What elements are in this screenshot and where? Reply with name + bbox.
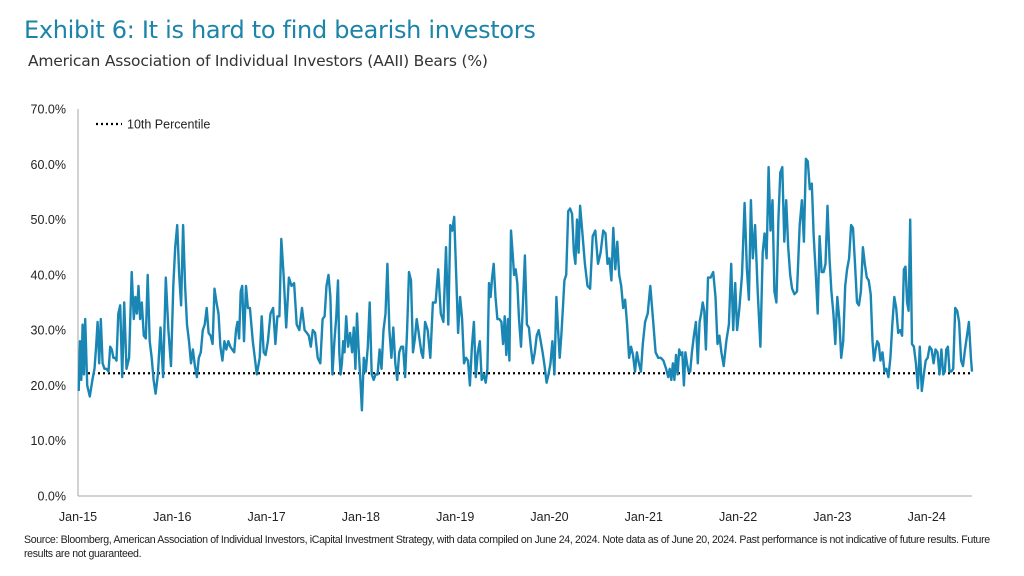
- x-tick-label: Jan-24: [908, 510, 946, 524]
- y-tick-label: 0.0%: [38, 490, 67, 504]
- y-tick-label: 20.0%: [31, 379, 66, 393]
- x-tick-label: Jan-22: [719, 510, 757, 524]
- y-tick-label: 70.0%: [31, 103, 66, 117]
- legend: 10th Percentile: [96, 118, 210, 132]
- x-tick-label: Jan-17: [247, 510, 285, 524]
- y-tick-label: 30.0%: [31, 324, 66, 338]
- x-tick-label: Jan-20: [530, 510, 568, 524]
- legend-label: 10th Percentile: [127, 118, 210, 132]
- chart-title: Exhibit 6: It is hard to find bearish in…: [24, 16, 536, 44]
- y-tick-label: 50.0%: [31, 213, 66, 227]
- x-tick-label: Jan-15: [59, 510, 97, 524]
- x-tick-label: Jan-19: [436, 510, 474, 524]
- y-tick-label: 60.0%: [31, 158, 66, 172]
- chart-subtitle: American Association of Individual Inves…: [28, 52, 488, 70]
- x-tick-label: Jan-16: [153, 510, 191, 524]
- x-tick-label: Jan-21: [625, 510, 663, 524]
- source-footnote: Source: Bloomberg, American Association …: [24, 534, 990, 560]
- y-tick-label: 40.0%: [31, 268, 66, 282]
- y-tick-label: 10.0%: [31, 434, 66, 448]
- y-axis: 0.0% 10.0% 20.0% 30.0% 40.0% 50.0% 60.0% 70.0%: [31, 103, 66, 504]
- x-tick-label: Jan-23: [813, 510, 851, 524]
- bears-series-line: [77, 157, 974, 412]
- x-axis: Jan-15 Jan-16 Jan-17 Jan-18 Jan-19 Jan-20 Jan-…: [59, 510, 946, 524]
- x-tick-label: Jan-18: [342, 510, 380, 524]
